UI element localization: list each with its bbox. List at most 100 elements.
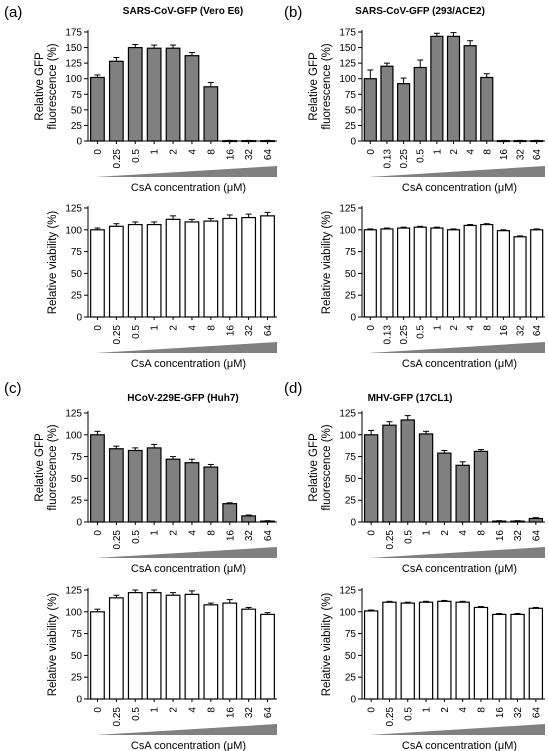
bar bbox=[241, 608, 257, 700]
x-tick-label: 2 bbox=[169, 149, 180, 155]
y-tick-label: 100 bbox=[339, 430, 356, 441]
chart-b-gfp: SARS-CoV-GFP (293/ACE2) 0 25 50 75 100 125 150 1… bbox=[308, 6, 545, 194]
chart-title: MHV-GFP (17CL1) bbox=[368, 393, 453, 404]
bar bbox=[90, 76, 105, 142]
y-tick-label: 25 bbox=[71, 121, 83, 132]
concentration-wedge bbox=[368, 166, 545, 177]
bar bbox=[90, 434, 105, 523]
y-tick-label: 175 bbox=[65, 28, 82, 39]
panel-label-a: (a) bbox=[4, 4, 22, 21]
panel-label-d: (d) bbox=[284, 380, 302, 397]
panel-label-b: (b) bbox=[284, 4, 302, 21]
bar bbox=[446, 229, 461, 318]
bar bbox=[146, 47, 162, 142]
y-tick-label: 0 bbox=[76, 313, 82, 324]
y-tick-label: 50 bbox=[71, 474, 83, 485]
bar bbox=[413, 226, 427, 318]
bar bbox=[146, 447, 162, 523]
bar bbox=[127, 223, 143, 318]
bar bbox=[127, 46, 143, 142]
bar bbox=[241, 216, 257, 318]
y-tick-label: 75 bbox=[345, 90, 357, 101]
x-tick-label: 0.5 bbox=[131, 149, 142, 163]
charts-layer: SARS-CoV-GFP (Vero E6)025507510012515017… bbox=[34, 6, 545, 751]
bar bbox=[260, 215, 275, 318]
y-tick-label: 25 bbox=[345, 291, 357, 302]
bar bbox=[437, 452, 452, 523]
y-tick-label: 75 bbox=[71, 452, 83, 463]
x-tick-label: 64 bbox=[532, 325, 543, 337]
concentration-wedge bbox=[95, 166, 277, 177]
x-tick-label: 64 bbox=[263, 530, 274, 542]
x-axis-label: CsA concentration (μM) bbox=[402, 740, 517, 751]
y-tick-label: 75 bbox=[345, 629, 357, 640]
y-axis-label: Relative viability (%) bbox=[47, 211, 59, 315]
x-tick-label: 0.25 bbox=[385, 530, 396, 550]
bar bbox=[430, 35, 444, 142]
bar bbox=[418, 601, 434, 700]
y-tick-label: 125 bbox=[65, 59, 82, 70]
x-tick-label: 8 bbox=[206, 530, 217, 536]
x-tick-label: 16 bbox=[499, 325, 510, 337]
bar bbox=[430, 227, 444, 318]
x-tick-label: 8 bbox=[476, 530, 487, 536]
y-tick-label: 25 bbox=[345, 496, 357, 507]
bar bbox=[165, 47, 181, 142]
bar bbox=[363, 229, 377, 318]
x-tick-label: 0 bbox=[93, 707, 104, 713]
bar bbox=[480, 223, 494, 318]
x-tick-label: 64 bbox=[531, 707, 542, 719]
x-tick-label: 16 bbox=[225, 707, 236, 719]
bar bbox=[492, 613, 507, 700]
bar bbox=[203, 86, 219, 142]
y-tick-label: 100 bbox=[65, 74, 82, 85]
chart-a-viab: 0 25 50 75 100 125 Relative viability (%) 0 0.25… bbox=[47, 204, 277, 370]
bar bbox=[203, 604, 219, 700]
y-axis-label: fluorescence (%) bbox=[321, 43, 333, 129]
y-tick-label: 50 bbox=[71, 269, 83, 280]
chart-title: SARS-CoV-GFP (Vero E6) bbox=[123, 6, 243, 17]
x-tick-label: 0 bbox=[366, 149, 377, 155]
x-tick-label: 32 bbox=[516, 325, 527, 337]
x-tick-label: 2 bbox=[440, 530, 451, 536]
y-tick-label: 0 bbox=[350, 518, 356, 529]
x-tick-label: 1 bbox=[432, 149, 443, 155]
x-tick-label: 0.25 bbox=[385, 707, 396, 727]
x-tick-label: 32 bbox=[516, 149, 527, 161]
chart-b-viab: 0 25 50 75 100 125 Relative viability (%) 0 0.13… bbox=[321, 204, 545, 370]
x-tick-label: 2 bbox=[449, 325, 460, 331]
concentration-wedge bbox=[95, 547, 277, 558]
y-tick-label: 50 bbox=[345, 474, 357, 485]
x-tick-label: 16 bbox=[495, 530, 506, 542]
x-axis-label: CsA concentration (μM) bbox=[402, 563, 517, 575]
chart-d-gfp: MHV-GFP (17CL1) 0 25 50 75 100 125 Relative GFP… bbox=[308, 393, 545, 575]
bar bbox=[203, 466, 219, 523]
x-tick-label: 0 bbox=[367, 530, 378, 536]
bar bbox=[382, 601, 397, 700]
concentration-wedge bbox=[95, 342, 277, 353]
y-tick-label: 150 bbox=[339, 43, 356, 54]
bar bbox=[363, 434, 379, 523]
bar bbox=[108, 60, 124, 142]
x-tick-label: 1 bbox=[422, 530, 433, 536]
bar bbox=[473, 450, 489, 523]
bar bbox=[492, 520, 507, 523]
x-tick-label: 0.25 bbox=[399, 149, 410, 169]
x-tick-label: 0.5 bbox=[131, 530, 142, 544]
y-axis-label: fluorescence (%) bbox=[321, 424, 333, 510]
y-tick-label: 125 bbox=[339, 409, 356, 420]
y-axis-label: Relative viability (%) bbox=[321, 593, 333, 697]
x-tick-label: 1 bbox=[150, 149, 161, 155]
y-axis-label: Relative GFP bbox=[34, 52, 46, 121]
x-tick-label: 4 bbox=[458, 707, 469, 713]
bar bbox=[528, 517, 544, 523]
x-tick-label: 1 bbox=[432, 325, 443, 331]
x-tick-label: 0.5 bbox=[403, 707, 414, 721]
x-tick-label: 0 bbox=[93, 325, 104, 331]
x-tick-label: 32 bbox=[513, 707, 524, 719]
x-tick-label: 0 bbox=[367, 707, 378, 713]
x-tick-label: 2 bbox=[169, 530, 180, 536]
x-tick-label: 0.5 bbox=[131, 707, 142, 721]
y-tick-label: 25 bbox=[71, 496, 83, 507]
